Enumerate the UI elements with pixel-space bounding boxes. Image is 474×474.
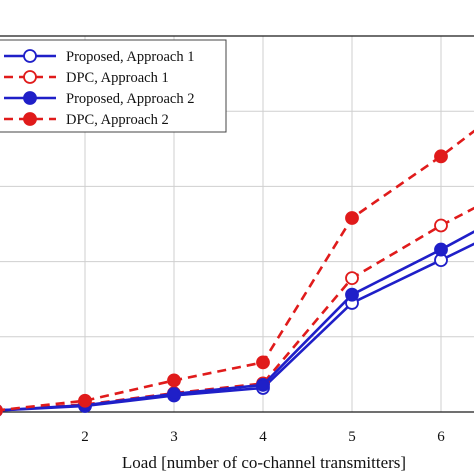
legend-entry: DPC, Approach 1 bbox=[4, 70, 169, 86]
data-point bbox=[256, 378, 270, 392]
data-point bbox=[167, 387, 181, 401]
legend-marker bbox=[23, 49, 37, 63]
x-tick-label: 4 bbox=[259, 429, 267, 445]
legend-entry: Proposed, Approach 2 bbox=[4, 91, 194, 107]
x-tick-label: 2 bbox=[81, 429, 89, 445]
series-line bbox=[0, 129, 474, 412]
series-3 bbox=[0, 230, 474, 417]
series-line bbox=[0, 206, 474, 412]
legend-marker bbox=[23, 70, 37, 84]
data-point bbox=[345, 271, 359, 286]
data-point bbox=[434, 149, 448, 164]
x-tick-label: 3 bbox=[170, 429, 178, 445]
legend-entry: DPC, Approach 2 bbox=[4, 112, 169, 128]
data-point bbox=[78, 393, 92, 408]
data-point bbox=[256, 355, 270, 370]
legend-label: DPC, Approach 1 bbox=[66, 70, 169, 86]
legend: Proposed, Approach 1 DPC, Approach 1 Propo… bbox=[0, 39, 227, 133]
x-axis-label: Load [number of co-channel transmitters] bbox=[122, 453, 406, 472]
series-4 bbox=[0, 129, 474, 417]
legend-label: Proposed, Approach 1 bbox=[66, 49, 194, 65]
plot-frame bbox=[0, 35, 474, 413]
legend-marker bbox=[23, 91, 37, 105]
data-point bbox=[345, 287, 359, 302]
data-point bbox=[434, 242, 448, 257]
series-line bbox=[0, 230, 474, 412]
series-line bbox=[0, 242, 474, 412]
legend-entry: Proposed, Approach 1 bbox=[4, 49, 194, 65]
data-point bbox=[0, 404, 3, 417]
x-tick-label: 6 bbox=[437, 429, 445, 445]
data-point bbox=[434, 218, 448, 233]
legend-label: DPC, Approach 2 bbox=[66, 112, 169, 128]
series-layer bbox=[0, 129, 474, 417]
x-tick-labels: 2 3 4 5 6 bbox=[81, 429, 445, 445]
data-point bbox=[167, 373, 181, 388]
legend-marker bbox=[23, 112, 37, 126]
x-tick-label: 5 bbox=[348, 429, 356, 445]
data-point bbox=[345, 211, 359, 225]
legend-label: Proposed, Approach 2 bbox=[66, 91, 194, 107]
series-2 bbox=[0, 206, 474, 417]
